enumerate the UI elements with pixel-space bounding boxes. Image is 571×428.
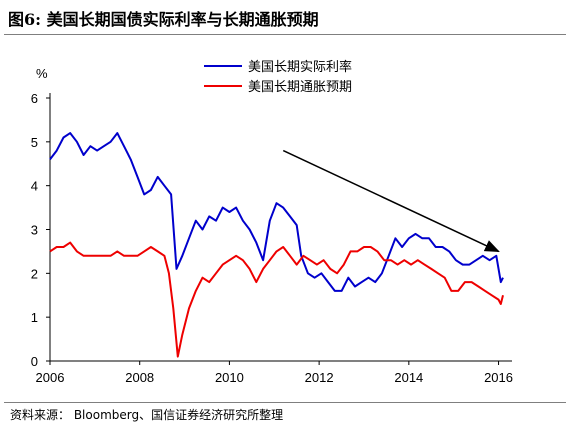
chart-series xyxy=(49,132,504,358)
y-tick-label: 4 xyxy=(31,179,38,194)
trend-arrow xyxy=(282,149,500,253)
series-line-real-rate xyxy=(49,132,504,292)
chart: % 0 1 2 3 4 5 6 2006 2008 2010 2012 2014 2016 美国长期实际利… xyxy=(31,59,513,385)
x-tick-label: 2010 xyxy=(215,370,244,385)
y-axis-unit: % xyxy=(36,66,48,81)
series-line-inflation xyxy=(49,241,504,358)
legend-label-real-rate: 美国长期实际利率 xyxy=(248,59,352,75)
title-divider xyxy=(4,34,566,35)
chart-title: 图6: 美国长期国债实际利率与长期通胀预期 xyxy=(8,10,319,29)
source-divider xyxy=(4,402,566,403)
x-tick-label: 2014 xyxy=(394,370,423,385)
legend-label-inflation: 美国长期通胀预期 xyxy=(248,80,352,95)
y-tick-label: 2 xyxy=(31,266,38,281)
x-tick-label: 2016 xyxy=(484,370,513,385)
y-tick-label: 0 xyxy=(31,354,38,369)
x-tick-label: 2012 xyxy=(305,370,334,385)
x-tick-label: 2008 xyxy=(125,370,154,385)
y-tick-label: 1 xyxy=(31,310,38,325)
chart-annotations xyxy=(282,149,500,253)
y-tick-label: 5 xyxy=(31,135,38,150)
y-tick-label: 3 xyxy=(31,223,38,238)
source-note: 资料来源： Bloomberg、国信证券经济研究所整理 xyxy=(10,408,284,422)
x-tick-label: 2006 xyxy=(36,370,65,385)
y-tick-label: 6 xyxy=(31,91,38,106)
chart-axes: % 0 1 2 3 4 5 6 2006 2008 2010 2012 2014 2016 xyxy=(31,66,513,385)
